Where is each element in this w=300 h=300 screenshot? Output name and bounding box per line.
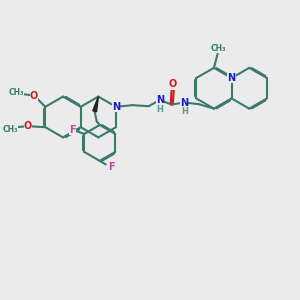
Text: CH₃: CH₃ (8, 88, 24, 97)
Text: N: N (156, 95, 164, 105)
Text: CH₃: CH₃ (3, 124, 18, 134)
Text: O: O (30, 91, 38, 100)
Text: H: H (181, 107, 188, 116)
Text: N: N (227, 73, 236, 83)
Text: H: H (156, 105, 163, 114)
Text: F: F (108, 162, 115, 172)
Text: N: N (180, 98, 188, 107)
Text: O: O (169, 80, 177, 89)
Polygon shape (93, 97, 98, 112)
Text: N: N (112, 102, 120, 112)
Text: CH₃: CH₃ (211, 44, 226, 53)
Text: O: O (24, 121, 32, 131)
Text: F: F (69, 125, 76, 135)
